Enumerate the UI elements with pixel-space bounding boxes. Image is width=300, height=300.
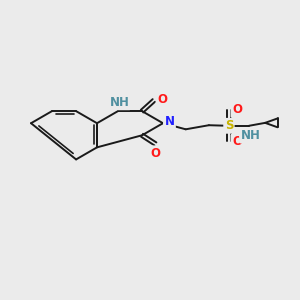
Text: S: S — [225, 119, 233, 132]
Text: O: O — [150, 147, 161, 160]
Text: N: N — [164, 115, 174, 128]
Text: NH: NH — [110, 96, 129, 109]
Text: O: O — [157, 93, 167, 106]
Text: O: O — [232, 135, 242, 148]
Text: O: O — [232, 103, 242, 116]
Text: NH: NH — [241, 129, 260, 142]
